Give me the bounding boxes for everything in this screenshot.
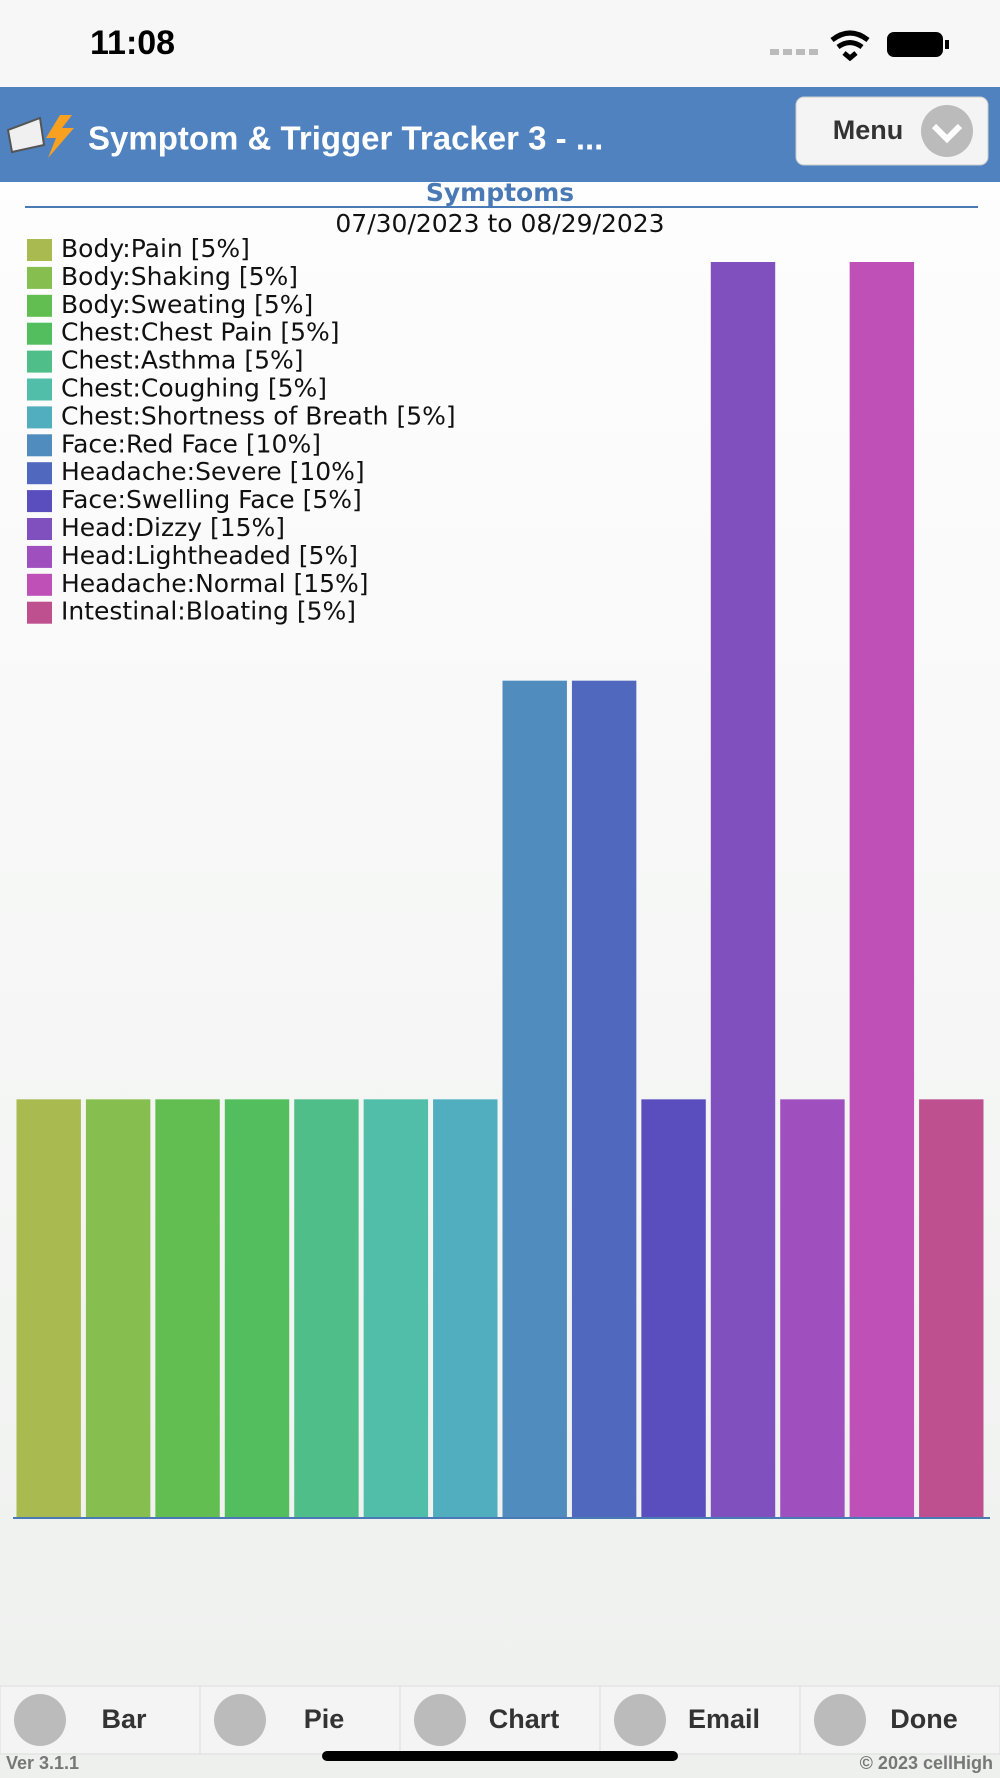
legend-swatch (27, 545, 52, 568)
legend-swatch (27, 601, 52, 624)
bar (571, 680, 637, 1518)
bar (849, 262, 915, 1518)
tab-icon (14, 1694, 66, 1746)
tab-icon (814, 1694, 866, 1746)
bar (641, 1099, 706, 1518)
plot-area (16, 262, 984, 1518)
bar (433, 1099, 498, 1518)
app-icon (6, 115, 74, 158)
bar (780, 1099, 845, 1518)
wifi-icon (830, 30, 870, 62)
legend-label: Body:Sweating [5%] (61, 290, 313, 319)
legend-label: Body:Shaking [5%] (61, 262, 298, 291)
legend-label: Face:Swelling Face [5%] (61, 485, 362, 514)
version: Ver 3.1.1 (6, 1753, 79, 1773)
legend-swatch (27, 266, 52, 289)
legend-label: Head:Dizzy [15%] (61, 513, 285, 542)
chart-title: Symptoms (426, 178, 574, 207)
legend-swatch (27, 462, 52, 485)
bar (710, 262, 776, 1518)
status-time: 11:08 (90, 24, 175, 62)
legend-label: Headache:Severe [10%] (61, 457, 365, 486)
bar (919, 1099, 984, 1518)
legend-label: Chest:Shortness of Breath [5%] (61, 401, 456, 430)
home-indicator (322, 1751, 678, 1761)
bar (16, 1099, 81, 1518)
legend-label: Head:Lightheaded [5%] (61, 541, 358, 570)
menu-chevron (931, 123, 963, 144)
tab-icon (414, 1694, 466, 1746)
legend-swatch (27, 239, 52, 261)
bar (155, 1099, 220, 1518)
bar (363, 1099, 429, 1518)
tab-bar: Bar Pie Chart Email Done (0, 1685, 1000, 1755)
tab-label[interactable]: Bar (101, 1704, 147, 1734)
legend-label: Headache:Normal [15%] (61, 569, 369, 598)
header-title: Symptom & Trigger Tracker 3 - ... (88, 120, 603, 157)
legend-swatch (27, 518, 52, 540)
legend-swatch (27, 378, 52, 401)
tab-icon (214, 1694, 266, 1746)
status-bar (0, 0, 1000, 87)
legend-swatch (27, 490, 52, 513)
tab-label[interactable]: Done (890, 1704, 958, 1734)
bar (224, 1099, 290, 1518)
tab-label[interactable]: Email (688, 1704, 760, 1734)
tab-icon (614, 1694, 666, 1746)
legend-swatch (27, 294, 52, 317)
legend-swatch (27, 322, 52, 345)
legend-label: Chest:Chest Pain [5%] (61, 318, 340, 347)
bar (294, 1099, 359, 1518)
legend-label: Chest:Asthma [5%] (61, 346, 304, 375)
copyright: © 2023 cellHigh (860, 1753, 993, 1773)
legend: Body:Pain [5%]Body:Shaking [5%]Body:Swea… (27, 234, 456, 626)
legend-swatch (27, 434, 52, 457)
signal-icon (770, 49, 818, 55)
legend-swatch (27, 573, 52, 596)
legend-label: Chest:Coughing [5%] (61, 374, 327, 403)
legend-swatch (27, 406, 52, 429)
bar (85, 1099, 151, 1518)
battery-icon (887, 32, 943, 57)
menu-chevron-bg (921, 105, 973, 157)
legend-label: Intestinal:Bloating [5%] (61, 597, 356, 626)
tab-label[interactable]: Pie (304, 1704, 345, 1734)
legend-swatch (27, 350, 52, 373)
bar (502, 680, 567, 1518)
menu-label[interactable]: Menu (833, 115, 904, 145)
tab-label[interactable]: Chart (489, 1704, 560, 1734)
legend-label: Face:Red Face [10%] (61, 429, 321, 458)
battery-tip (945, 40, 949, 49)
legend-label: Body:Pain [5%] (61, 234, 250, 263)
chart-subtitle: 07/30/2023 to 08/29/2023 (335, 209, 664, 238)
menu-button[interactable]: Menu (795, 96, 989, 166)
